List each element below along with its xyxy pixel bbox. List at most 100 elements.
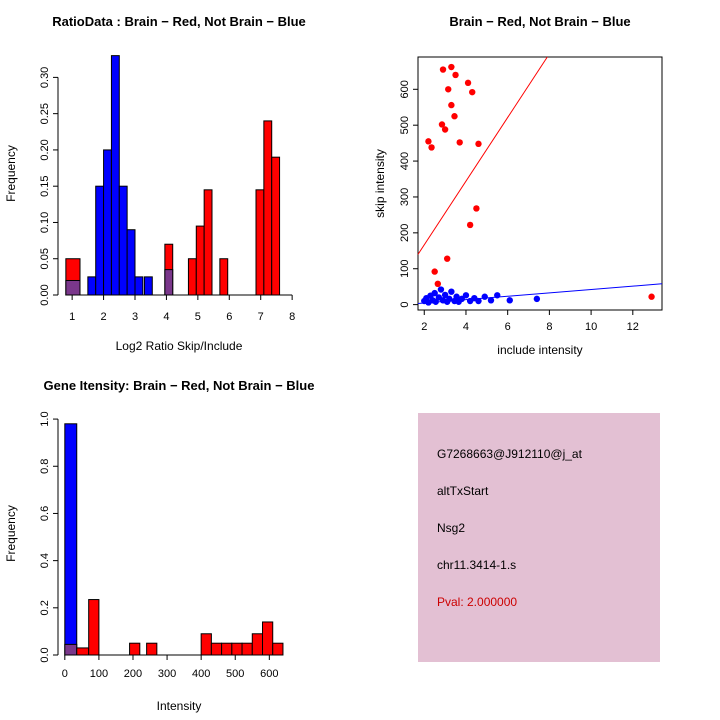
chart-title: RatioData : Brain − Red, Not Brain − Blu… — [52, 14, 306, 29]
histogram-bar — [143, 276, 153, 296]
scatter-point-red — [464, 79, 472, 87]
x-tick-label: 6 — [226, 311, 232, 323]
scatter-point-red — [425, 138, 432, 145]
scatter-point-blue — [453, 293, 460, 300]
y-axis-label: Frequency — [4, 145, 18, 202]
histogram-bar — [255, 189, 265, 296]
x-tick-label: 400 — [192, 668, 210, 680]
y-tick-label: 0.0 — [39, 647, 51, 662]
scatter-point-blue — [506, 297, 513, 304]
probe-id-text: G7268663@J912110@j_at — [437, 447, 582, 461]
histogram-bar — [103, 149, 112, 296]
histogram-bar — [88, 599, 100, 656]
x-tick-label: 600 — [260, 668, 278, 680]
histogram-bar — [64, 643, 78, 656]
histogram-bar — [76, 647, 90, 656]
histogram-bar — [263, 120, 273, 296]
x-axis-label: Log2 Ratio Skip/Include — [116, 339, 243, 353]
chart-title: Brain − Red, Not Brain − Blue — [449, 14, 630, 29]
scatter-point-red — [428, 144, 435, 151]
x-tick-label: 1 — [69, 311, 75, 323]
scatter-point-red — [434, 280, 442, 288]
y-tick-label: 500 — [399, 116, 411, 134]
histogram-bar — [118, 185, 128, 296]
x-tick-label: 4 — [163, 311, 169, 323]
y-tick-label: 0.15 — [39, 175, 51, 196]
x-tick-label: 500 — [226, 668, 244, 680]
y-tick-label: 200 — [399, 224, 411, 242]
scatter-point-blue — [475, 297, 482, 305]
histogram-bar — [126, 229, 136, 296]
event-type-text: altTxStart — [437, 484, 489, 498]
y-axis-label: Frequency — [4, 505, 18, 562]
histogram-bar — [219, 258, 229, 296]
gene-name-text: Nsg2 — [437, 521, 466, 535]
histogram-bar — [146, 642, 158, 656]
y-tick-label: 0 — [399, 302, 411, 308]
scatter-point-blue — [448, 288, 455, 295]
x-tick-label: 6 — [505, 321, 511, 333]
y-tick-label: 400 — [399, 152, 411, 170]
histogram-bar — [200, 633, 212, 656]
scatter-point-red — [448, 63, 455, 71]
scatter-point-red — [443, 255, 451, 262]
histogram-bar — [272, 642, 284, 656]
x-tick-label: 4 — [463, 321, 469, 333]
scatter-point-red — [438, 121, 446, 128]
scatter-point-red — [648, 293, 655, 300]
scatter-point-blue — [533, 295, 541, 303]
y-tick-label: 0.10 — [39, 212, 51, 233]
x-tick-label: 8 — [289, 311, 295, 323]
x-tick-label: 300 — [158, 668, 176, 680]
scatter-point-blue — [437, 286, 445, 293]
x-tick-label: 2 — [421, 321, 427, 333]
histogram-bar — [134, 276, 144, 296]
histogram-bar — [221, 642, 233, 656]
histogram-bar — [95, 185, 105, 296]
scatter-point-red — [475, 140, 482, 148]
scatter-point-red — [452, 71, 459, 79]
scatter-point-blue — [487, 297, 495, 304]
scatter-point-blue — [446, 295, 453, 303]
histogram-bar — [210, 642, 223, 656]
histogram-bar — [87, 276, 97, 296]
x-tick-label: 200 — [124, 668, 142, 680]
gene-info-quadrant: G7268663@J912110@j_at altTxStart Nsg2 ch… — [360, 360, 720, 720]
y-tick-label: 100 — [399, 260, 411, 278]
scatter-point-red — [441, 126, 449, 133]
intensity-scatterplot-panel: Brain − Red, Not Brain − Blue 2 4 6 8 10 12 0 10… — [373, 14, 663, 357]
ratio-histogram-panel: RatioData : Brain − Red, Not Brain − Blu… — [4, 14, 306, 353]
scatter-point-red — [466, 221, 474, 229]
histogram-bar — [164, 269, 174, 296]
histogram-bar — [271, 156, 281, 296]
histogram-bar — [64, 423, 78, 656]
chromosome-location-text: chr11.3414-1.s — [437, 558, 517, 572]
scatter-point-red — [439, 66, 447, 73]
histogram-bar — [110, 55, 120, 296]
gene-info-box: G7268663@J912110@j_at altTxStart Nsg2 ch… — [418, 413, 660, 662]
scatter-point-red — [431, 268, 438, 275]
scatter-point-red — [451, 113, 458, 120]
scatter-point-red — [469, 88, 476, 96]
scatter-point-blue — [431, 289, 438, 297]
histogram-bar — [251, 633, 264, 656]
y-tick-label: 0.30 — [39, 67, 51, 88]
y-tick-label: 0.25 — [39, 103, 51, 124]
x-tick-label: 10 — [585, 321, 597, 333]
scatter-point-red — [473, 205, 480, 212]
scatter-point-blue — [462, 292, 470, 299]
y-tick-label: 300 — [399, 188, 411, 206]
histogram-bar — [231, 642, 243, 656]
fit-line-red — [417, 56, 548, 255]
y-tick-label: 0.20 — [39, 139, 51, 160]
histogram-bar — [203, 189, 213, 296]
pval-text: Pval: 2.000000 — [437, 595, 518, 609]
y-tick-label: 0.00 — [39, 284, 51, 305]
x-tick-label: 2 — [101, 311, 107, 323]
x-tick-label: 3 — [132, 311, 138, 323]
scatter-point-blue — [458, 295, 465, 303]
scatter-point-red — [445, 86, 452, 93]
gene-intensity-histogram-panel: Gene Itensity: Brain − Red, Not Brain − … — [4, 378, 314, 713]
histogram-bar — [241, 642, 253, 656]
